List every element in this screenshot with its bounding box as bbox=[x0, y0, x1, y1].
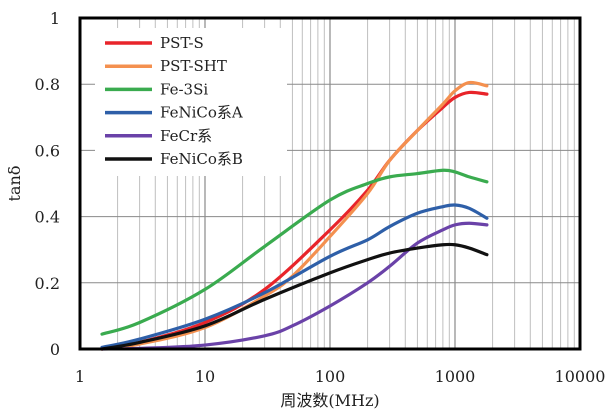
series-line-4 bbox=[100, 203, 489, 349]
legend-box bbox=[95, 28, 287, 176]
legend-label: PST-SHT bbox=[160, 57, 227, 75]
legend-label: FeCr系 bbox=[160, 127, 212, 145]
x-tick-label: 10 bbox=[195, 367, 215, 386]
x-tick-label: 1 bbox=[75, 367, 85, 386]
series-line-3 bbox=[100, 168, 489, 336]
y-axis-label: tanδ bbox=[5, 166, 24, 202]
plot-frame bbox=[78, 16, 582, 351]
y-tick-label: 1 bbox=[50, 9, 60, 28]
y-tick-label: 0.8 bbox=[35, 75, 60, 94]
y-tick-label: 0 bbox=[50, 340, 60, 359]
legend-label: FeNiCo系A bbox=[160, 104, 243, 122]
legend-label: FeNiCo系B bbox=[160, 150, 243, 168]
x-tick-label: 1000 bbox=[435, 367, 476, 386]
series-lines bbox=[100, 80, 489, 351]
legend-label: Fe-3Si bbox=[160, 80, 208, 98]
y-axis-ticks: 0 0.2 0.4 0.6 0.8 1 bbox=[35, 9, 60, 359]
x-tick-label: 10000 bbox=[555, 367, 606, 386]
legend: PST-S PST-SHT Fe-3Si FeNiCo系A FeCr系 FeNiCo系B bbox=[95, 28, 287, 176]
x-axis-label: 周波数(MHz) bbox=[280, 391, 379, 410]
x-tick-label: 100 bbox=[315, 367, 346, 386]
x-axis-ticks: 1 10 100 1000 10000 bbox=[75, 367, 606, 386]
y-tick-label: 0.6 bbox=[35, 141, 60, 160]
legend-label: PST-S bbox=[160, 34, 204, 52]
series-line-6 bbox=[100, 242, 489, 351]
y-tick-label: 0.4 bbox=[35, 208, 60, 227]
series-line-5 bbox=[100, 221, 489, 351]
y-tick-label: 0.2 bbox=[35, 274, 60, 293]
